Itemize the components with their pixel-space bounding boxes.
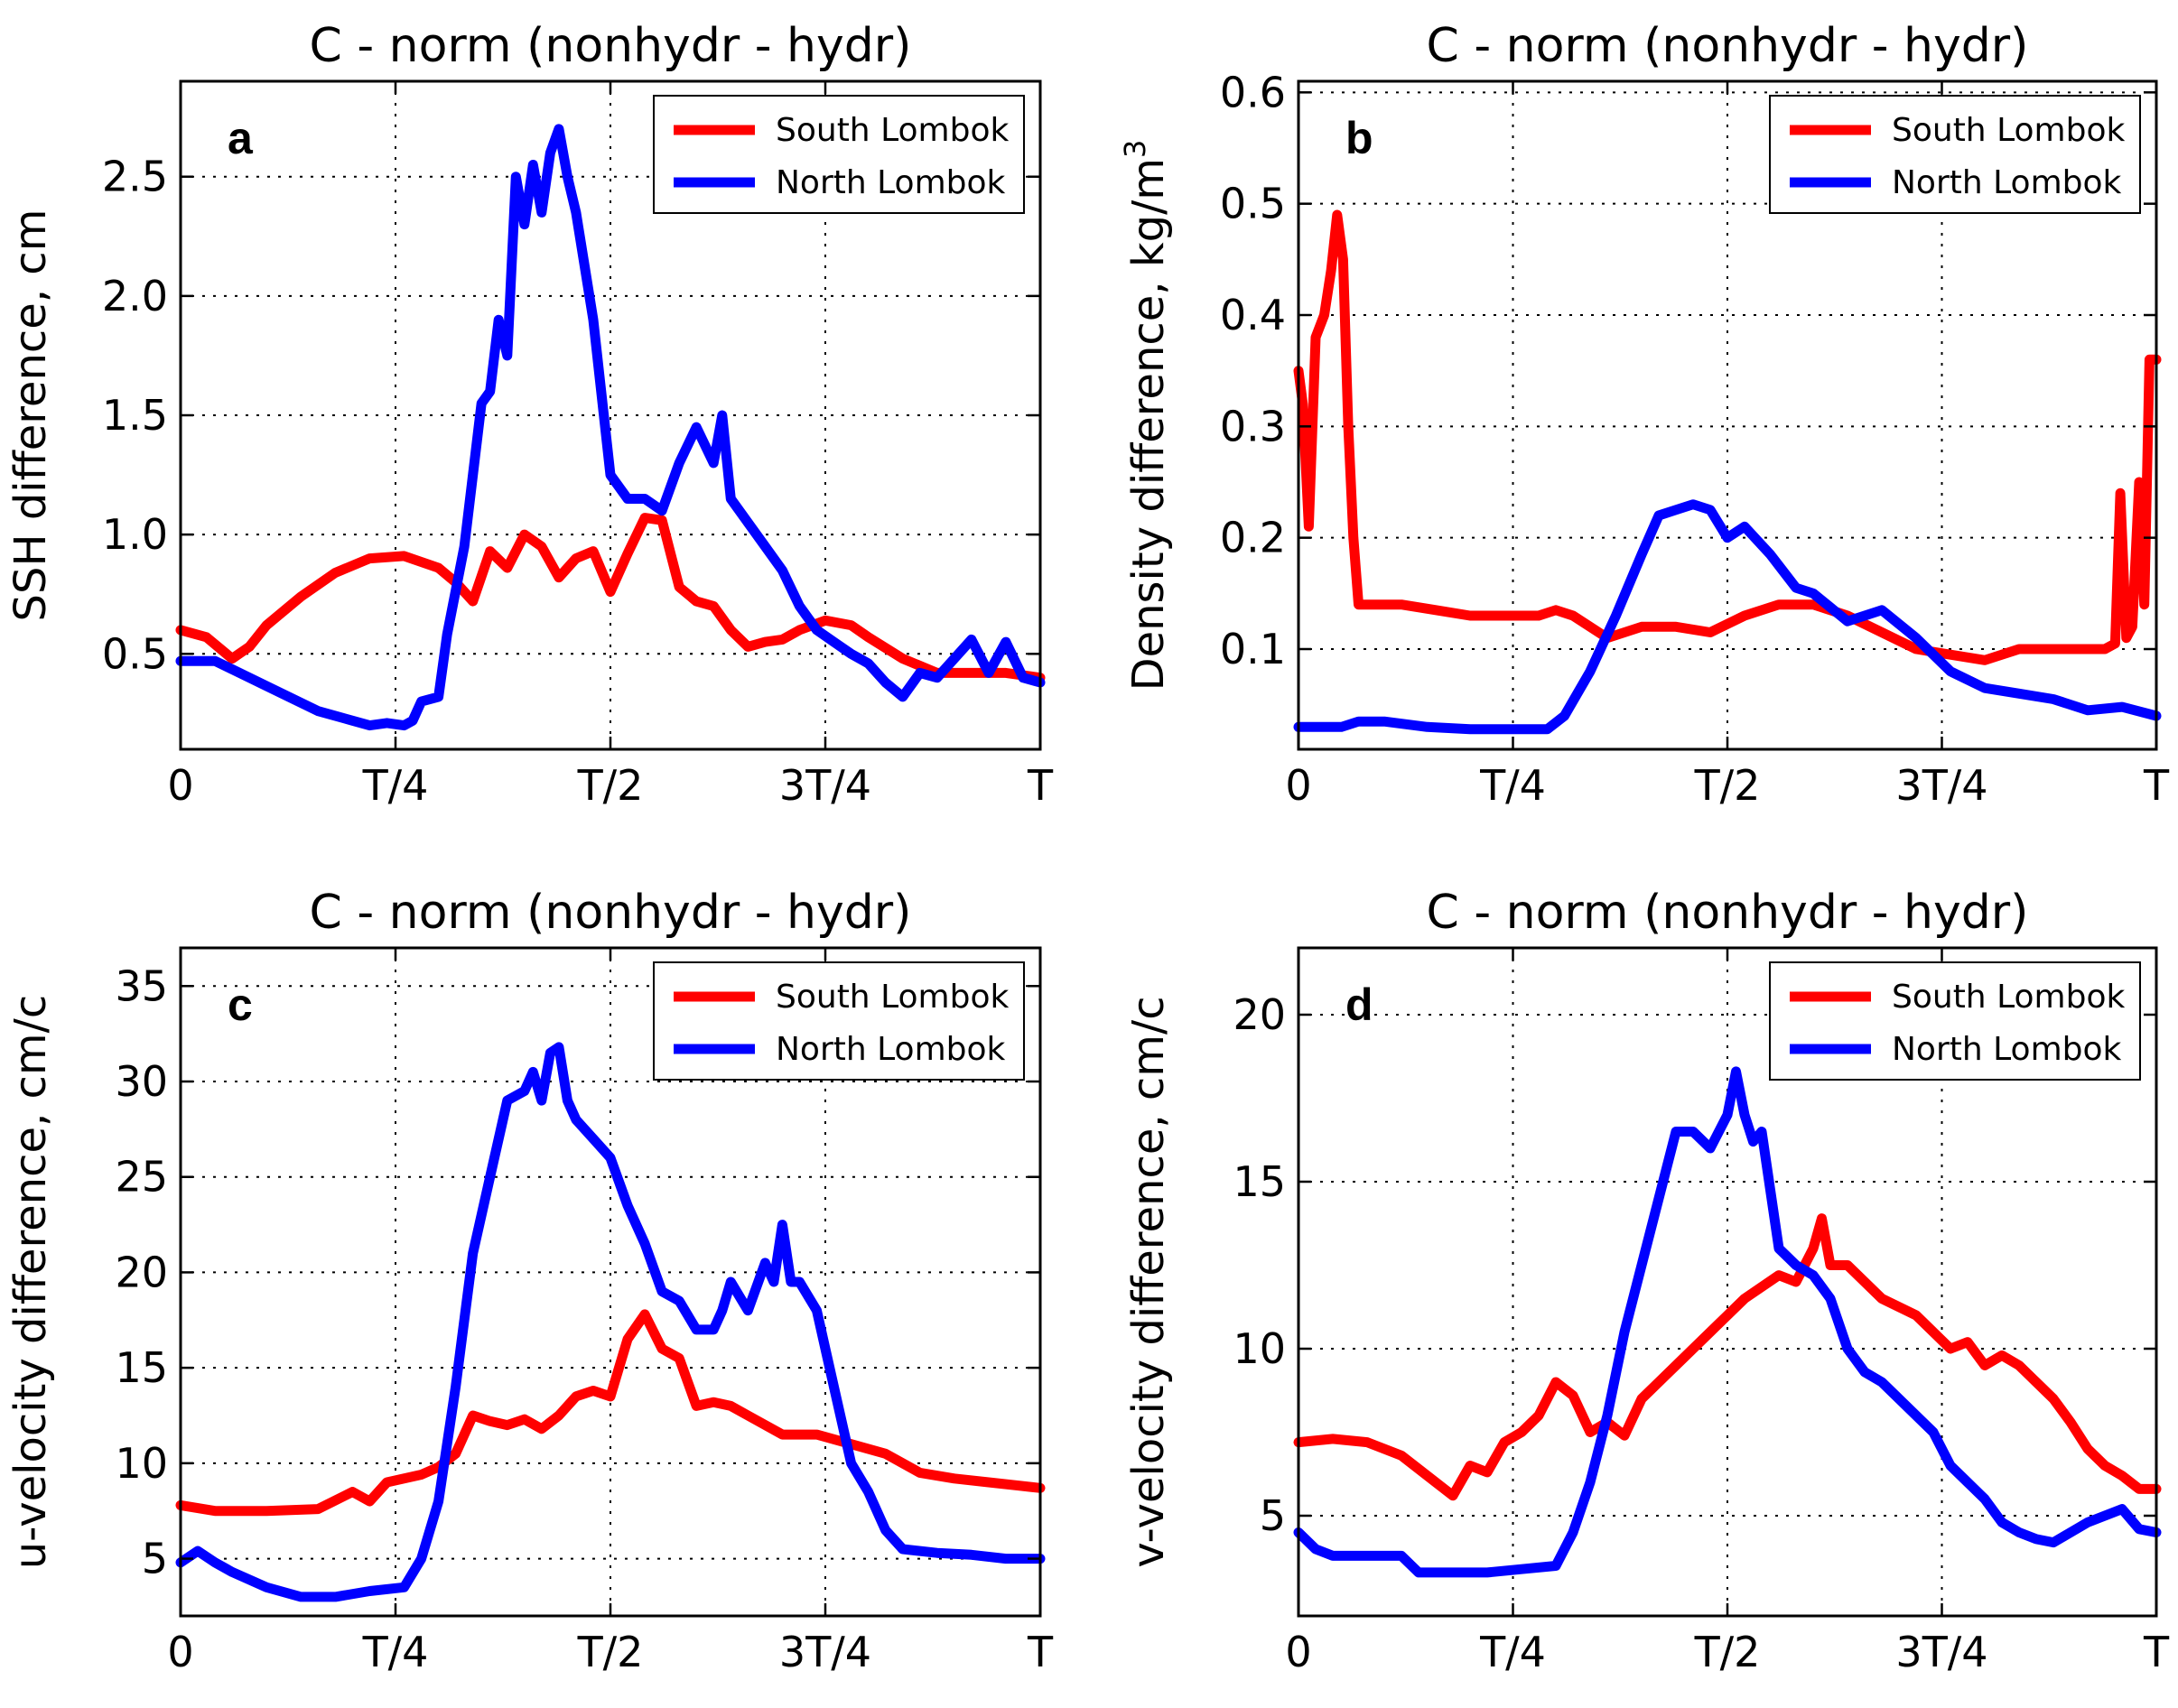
x-tick-label: T [2143,1628,2170,1676]
x-tick-label: T/2 [1694,1628,1761,1676]
north-lombok-line [175,1042,1046,1602]
y-axis-label: Density difference, kg/m3 [1118,140,1174,692]
x-tick-label: 3T/4 [1895,1628,1987,1676]
legend: South Lombok North Lombok [653,961,1025,1081]
x-tick-label: T/2 [577,1628,644,1676]
y-tick-label: 30 [115,1057,168,1106]
legend-label-north-lombok: North Lombok [776,164,1006,201]
panel-title: C - norm (nonhydr - hydr) [310,19,912,73]
x-tick-label: 3T/4 [779,761,871,810]
y-axis-label-superscript: 3 [1118,140,1152,158]
x-tick-label: T/2 [577,761,644,810]
legend: South Lombok North Lombok [1769,95,2141,214]
x-tick-label: T/2 [1694,761,1761,810]
y-tick-label: 5 [1260,1491,1286,1540]
legend-box [653,95,1025,214]
legend-label-north-lombok: North Lombok [776,1031,1006,1068]
x-tick-label: T/4 [1479,761,1546,810]
y-tick-label: 20 [115,1248,168,1296]
y-tick-label: 0.2 [1220,514,1286,562]
legend-box [653,961,1025,1081]
x-tick-label: T/4 [1479,1628,1546,1676]
legend-label-south-lombok: South Lombok [776,112,1009,149]
y-tick-label: 0.5 [102,629,168,678]
y-tick-label: 0.1 [1220,625,1286,673]
x-tick-label: 0 [1285,761,1311,810]
panel-letter: b [1345,113,1373,163]
y-tick-label: 2.5 [102,153,168,201]
x-tick-label: 0 [167,761,193,810]
legend-box [1769,95,2141,214]
legend: South Lombok North Lombok [1769,961,2141,1081]
y-tick-label: 0.5 [1220,180,1286,228]
north-lombok-line [1293,1066,2162,1578]
y-tick-label: 35 [115,961,168,1010]
y-tick-label: 2.0 [102,272,168,320]
y-axis-label: v-velocity difference, cm/c [1123,996,1174,1567]
y-tick-label: 10 [115,1439,168,1488]
y-tick-label: 1.0 [102,510,168,559]
panel-title: C - norm (nonhydr - hydr) [1427,886,2029,940]
south-lombok-line [1293,209,2162,665]
y-tick-label: 25 [115,1153,168,1202]
north-lombok-line [175,124,1046,731]
legend-label-south-lombok: South Lombok [776,979,1009,1016]
panel-c: 0 T/4 T/2 3T/4 T 5 10 15 20 25 30 35 C - norm (nonhy… [5,886,1054,1676]
y-axis-label: SSH difference, cm [5,209,56,622]
x-tick-label: T/4 [362,761,429,810]
panel-letter: d [1345,979,1373,1030]
panel-letter: c [228,979,253,1030]
y-axis-label: u-velocity difference, cm/c [5,995,56,1570]
y-tick-label: 1.5 [102,391,168,440]
south-lombok-line [1293,1213,2162,1501]
x-tick-label: 3T/4 [779,1628,871,1676]
legend-label-south-lombok: South Lombok [1892,979,2125,1016]
panel-a: 0 T/4 T/2 3T/4 T 0.5 1.0 1.5 2.0 2.5 C - norm (non… [5,19,1054,810]
legend-label-north-lombok: North Lombok [1892,1031,2122,1068]
legend-box [1769,961,2141,1081]
legend-label-south-lombok: South Lombok [1892,112,2125,149]
x-tick-label: T [1027,1628,1054,1676]
y-tick-label: 0.6 [1220,68,1286,116]
legend-label-north-lombok: North Lombok [1892,164,2122,201]
panel-d: 0 T/4 T/2 3T/4 T 5 10 15 20 C - norm (nonhydr - h… [1123,886,2170,1676]
y-tick-label: 10 [1233,1324,1286,1373]
north-lombok-line [1293,499,2162,735]
x-tick-label: T [2143,761,2170,810]
x-tick-label: 3T/4 [1895,761,1987,810]
panel-letter: a [228,113,254,163]
y-tick-label: 5 [142,1535,168,1583]
panel-b: 0 T/4 T/2 3T/4 T 0.1 0.2 0.3 0.4 0.5 0.6 C - norm (… [1118,19,2170,810]
y-tick-label: 15 [115,1343,168,1392]
south-lombok-line [175,513,1046,683]
panel-title: C - norm (nonhydr - hydr) [310,886,912,940]
panel-title: C - norm (nonhydr - hydr) [1427,19,2029,73]
x-tick-label: T [1027,761,1054,810]
x-tick-label: 0 [167,1628,193,1676]
y-tick-label: 0.3 [1220,402,1286,450]
x-tick-label: 0 [1285,1628,1311,1676]
y-tick-label: 20 [1233,990,1286,1039]
y-tick-label: 0.4 [1220,291,1286,339]
y-tick-label: 15 [1233,1157,1286,1206]
x-tick-label: T/4 [362,1628,429,1676]
legend: South Lombok North Lombok [653,95,1025,214]
south-lombok-line [175,1309,1046,1517]
